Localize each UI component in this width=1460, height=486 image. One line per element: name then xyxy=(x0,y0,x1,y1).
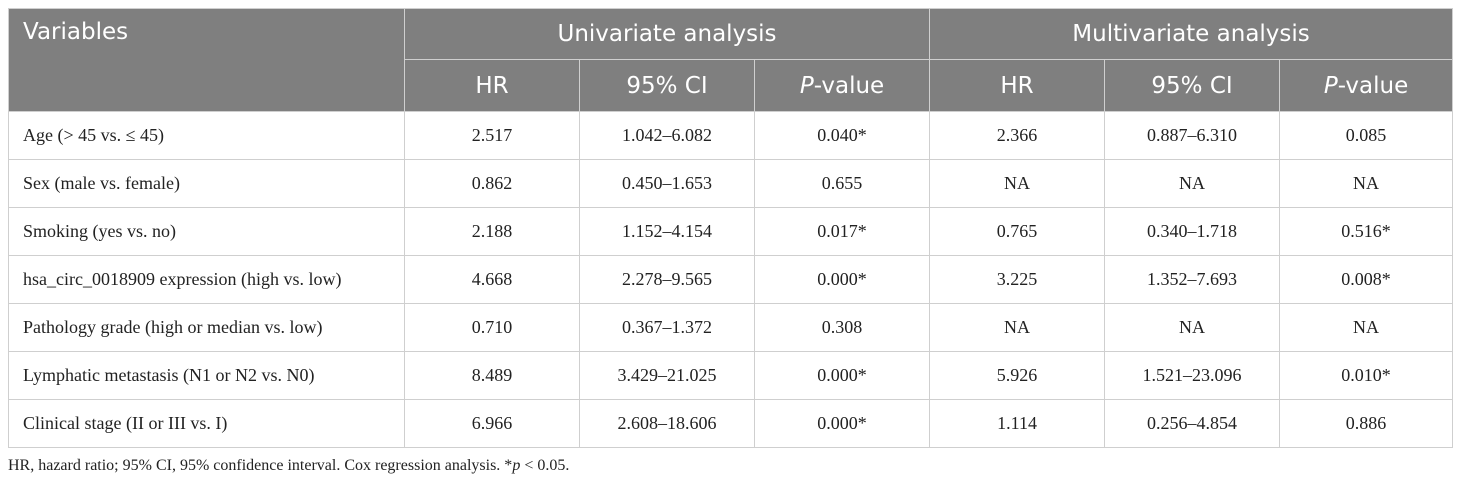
univariate-hr-cell: 0.862 xyxy=(404,159,580,208)
row-label: Age (> 45 vs. ≤ 45) xyxy=(8,111,405,160)
univariate-hr-cell: 6.966 xyxy=(404,399,580,448)
multivariate-ci-cell: 1.352–7.693 xyxy=(1104,255,1281,304)
multivariate-ci-cell: NA xyxy=(1104,159,1281,208)
multivariate-ci-cell: 0.887–6.310 xyxy=(1104,111,1281,160)
univariate-hr-cell: 8.489 xyxy=(404,351,580,400)
header-row-columns: HR 95% CI P-value HR 95% CI P-value xyxy=(9,59,1454,112)
row-label: Clinical stage (II or III vs. I) xyxy=(8,399,405,448)
header-row-groups: Variables Univariate analysis Multivaria… xyxy=(8,8,1454,112)
univariate-p-cell: 0.000* xyxy=(753,255,931,304)
univariate-ci-cell: 2.608–18.606 xyxy=(579,399,755,448)
univariate-ci-cell: 3.429–21.025 xyxy=(579,351,755,400)
p-suffix: -value xyxy=(1337,72,1409,99)
univariate-ci-cell: 0.450–1.653 xyxy=(579,159,755,208)
p-suffix: -value xyxy=(813,72,885,99)
header-multivariate-pvalue: P-value xyxy=(1279,59,1454,112)
multivariate-p-cell: 0.516* xyxy=(1279,207,1454,256)
table-row: Pathology grade (high or median vs. low)… xyxy=(8,303,1454,352)
cox-regression-table: Variables Univariate analysis Multivaria… xyxy=(8,8,1454,448)
multivariate-hr-cell: NA xyxy=(929,159,1106,208)
table-row: Sex (male vs. female) 0.862 0.450–1.653 … xyxy=(8,159,1454,208)
header-univariate-hr: HR xyxy=(404,59,580,112)
univariate-ci-cell: 0.367–1.372 xyxy=(579,303,755,352)
table-row: Lymphatic metastasis (N1 or N2 vs. N0) 8… xyxy=(8,351,1454,400)
p-italic: P xyxy=(1323,72,1338,99)
header-variables: Variables xyxy=(8,8,405,112)
row-label: hsa_circ_0018909 expression (high vs. lo… xyxy=(8,255,405,304)
multivariate-hr-cell: 5.926 xyxy=(929,351,1106,400)
univariate-hr-cell: 4.668 xyxy=(404,255,580,304)
multivariate-p-cell: 0.085 xyxy=(1279,111,1454,160)
multivariate-hr-cell: 3.225 xyxy=(929,255,1106,304)
univariate-p-cell: 0.000* xyxy=(753,399,931,448)
footnote-text: HR, hazard ratio; 95% CI, 95% confidence… xyxy=(8,457,513,474)
row-label: Lymphatic metastasis (N1 or N2 vs. N0) xyxy=(8,351,405,400)
univariate-p-cell: 0.655 xyxy=(753,159,931,208)
row-label: Pathology grade (high or median vs. low) xyxy=(8,303,405,352)
multivariate-ci-cell: 1.521–23.096 xyxy=(1104,351,1281,400)
univariate-hr-cell: 2.517 xyxy=(404,111,580,160)
multivariate-p-cell: 0.886 xyxy=(1279,399,1454,448)
univariate-p-cell: 0.000* xyxy=(753,351,931,400)
header-multivariate-ci: 95% CI xyxy=(1104,59,1281,112)
univariate-hr-cell: 2.188 xyxy=(404,207,580,256)
header-univariate-pvalue: P-value xyxy=(753,59,931,112)
multivariate-p-cell: 0.008* xyxy=(1279,255,1454,304)
table-row: hsa_circ_0018909 expression (high vs. lo… xyxy=(8,255,1454,304)
univariate-ci-cell: 2.278–9.565 xyxy=(579,255,755,304)
multivariate-ci-cell: 0.256–4.854 xyxy=(1104,399,1281,448)
multivariate-hr-cell: 1.114 xyxy=(929,399,1106,448)
header-univariate: Univariate analysis xyxy=(403,8,931,60)
table-footnote: HR, hazard ratio; 95% CI, 95% confidence… xyxy=(8,457,569,475)
results-table-container: Variables Univariate analysis Multivaria… xyxy=(8,8,1454,448)
univariate-hr-cell: 0.710 xyxy=(404,303,580,352)
univariate-p-cell: 0.308 xyxy=(753,303,931,352)
multivariate-p-cell: 0.010* xyxy=(1279,351,1454,400)
table-row: Age (> 45 vs. ≤ 45) 2.517 1.042–6.082 0.… xyxy=(8,111,1454,160)
multivariate-hr-cell: NA xyxy=(929,303,1106,352)
univariate-p-cell: 0.040* xyxy=(753,111,931,160)
multivariate-hr-cell: 2.366 xyxy=(929,111,1106,160)
table-row: Clinical stage (II or III vs. I) 6.966 2… xyxy=(8,399,1454,448)
header-multivariate: Multivariate analysis xyxy=(929,8,1454,60)
multivariate-p-cell: NA xyxy=(1279,303,1454,352)
multivariate-p-cell: NA xyxy=(1279,159,1454,208)
univariate-ci-cell: 1.152–4.154 xyxy=(579,207,755,256)
footnote-threshold: < 0.05. xyxy=(520,457,570,474)
multivariate-ci-cell: 0.340–1.718 xyxy=(1104,207,1281,256)
header-univariate-ci: 95% CI xyxy=(579,59,755,112)
header-multivariate-hr: HR xyxy=(929,59,1106,112)
multivariate-ci-cell: NA xyxy=(1104,303,1281,352)
multivariate-hr-cell: 0.765 xyxy=(929,207,1106,256)
table-row: Smoking (yes vs. no) 2.188 1.152–4.154 0… xyxy=(8,207,1454,256)
univariate-ci-cell: 1.042–6.082 xyxy=(579,111,755,160)
univariate-p-cell: 0.017* xyxy=(753,207,931,256)
footnote-p-italic: p xyxy=(512,457,521,474)
row-label: Sex (male vs. female) xyxy=(8,159,405,208)
p-italic: P xyxy=(799,72,814,99)
row-label: Smoking (yes vs. no) xyxy=(8,207,405,256)
